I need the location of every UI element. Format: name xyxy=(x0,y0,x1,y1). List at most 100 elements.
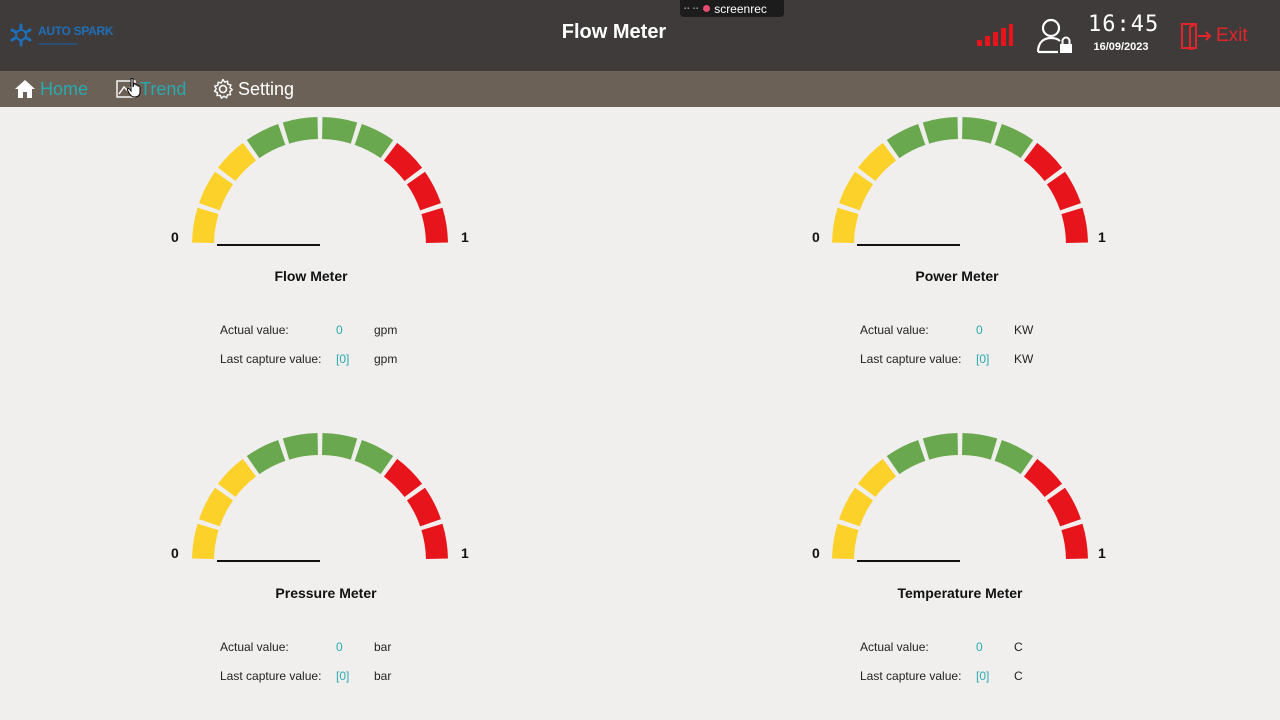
last-capture-row: Last capture value: [0] gpm xyxy=(220,351,420,367)
gauge-min-label: 0 xyxy=(812,229,820,245)
gauge-segment xyxy=(994,440,1034,475)
gauge-max-label: 1 xyxy=(1098,229,1106,245)
gauge-max-label: 1 xyxy=(461,229,469,245)
gauge-segment xyxy=(1046,487,1081,527)
actual-value-unit: C xyxy=(1014,640,1023,654)
gauge-segment xyxy=(839,171,874,211)
last-capture-label: Last capture value: xyxy=(220,352,322,366)
nav-bar: Home Trend Setting xyxy=(0,71,1280,107)
gauge-title: Temperature Meter xyxy=(897,585,1023,601)
gauge-segment xyxy=(857,142,897,182)
gauge-segment xyxy=(832,523,859,559)
actual-value-unit: bar xyxy=(374,640,392,654)
spark-logo-icon xyxy=(10,23,32,47)
gauge-power-meter xyxy=(800,115,1130,246)
gauge-segment xyxy=(839,487,874,527)
clock: 16:45 16/09/2023 xyxy=(1088,12,1160,53)
logo: AUTO SPARK xyxy=(8,22,114,48)
gauge-segment xyxy=(322,117,358,144)
gauge-max-label: 1 xyxy=(461,545,469,561)
logo-tagline-line xyxy=(38,43,78,45)
recorder-grip-icon: ▪▪ ▪▪ xyxy=(684,5,700,12)
exit-button[interactable]: Exit xyxy=(1180,22,1248,50)
gauge-segment xyxy=(421,207,448,243)
gauge-segment xyxy=(994,124,1034,159)
gauge-segment xyxy=(421,523,448,559)
last-capture-value: [0] xyxy=(336,352,350,366)
gauge-min-label: 0 xyxy=(812,545,820,561)
gauge-segment xyxy=(886,440,926,475)
last-capture-label: Last capture value: xyxy=(860,669,962,683)
gauge-segment xyxy=(282,433,318,460)
last-capture-unit: KW xyxy=(1014,352,1034,366)
exit-door-icon xyxy=(1181,23,1212,50)
gauge-segment xyxy=(246,440,286,475)
gauge-dial xyxy=(192,117,448,246)
gauge-segment xyxy=(1023,458,1063,498)
nav-home-label: Home xyxy=(40,78,89,99)
screen-recorder-badge[interactable]: ▪▪ ▪▪ screenrec xyxy=(680,0,784,17)
last-capture-label: Last capture value: xyxy=(860,352,962,366)
last-capture-unit: bar xyxy=(374,669,392,683)
gauge-segment xyxy=(962,433,998,460)
gauge-segment xyxy=(192,207,219,243)
actual-value-label: Actual value: xyxy=(220,323,289,337)
last-capture-row: Last capture value: [0] C xyxy=(860,668,1060,684)
gauge-title: Flow Meter xyxy=(274,268,348,284)
gauge-dial xyxy=(832,433,1088,562)
gauge-segment xyxy=(406,487,441,527)
record-dot-icon xyxy=(703,5,711,12)
gauge-segment xyxy=(246,124,286,159)
nav-item-home[interactable]: Home xyxy=(14,71,88,107)
gauge-title: Power Meter xyxy=(915,268,999,284)
last-capture-value: [0] xyxy=(336,669,350,683)
gauge-segment xyxy=(832,207,859,243)
actual-value-unit: gpm xyxy=(374,323,398,337)
gauge-segment xyxy=(192,523,219,559)
gauge-segment xyxy=(383,458,423,498)
gauge-segment xyxy=(1023,142,1063,182)
user-lock-icon[interactable] xyxy=(1036,18,1074,54)
actual-value-label: Actual value: xyxy=(220,640,289,654)
gauge-segment xyxy=(354,124,394,159)
signal-strength-icon xyxy=(977,24,1013,46)
gauge-max-label: 1 xyxy=(1098,545,1106,561)
actual-value-unit: KW xyxy=(1014,323,1034,337)
last-capture-value: [0] xyxy=(976,352,990,366)
gear-icon xyxy=(213,78,233,99)
gauge-segment xyxy=(383,142,423,182)
gauge-segment xyxy=(199,487,234,527)
gauge-dial xyxy=(192,433,448,562)
last-capture-label: Last capture value: xyxy=(220,669,322,683)
actual-value: 0 xyxy=(336,323,343,337)
gauge-segment xyxy=(886,124,926,159)
actual-value: 0 xyxy=(976,640,983,654)
gauge-segment xyxy=(282,117,318,144)
clock-time: 16:45 xyxy=(1088,12,1160,37)
gauge-segment xyxy=(1061,523,1088,559)
actual-value-label: Actual value: xyxy=(860,640,929,654)
recorder-label: screenrec xyxy=(714,1,767,16)
gauge-dial xyxy=(832,117,1088,246)
gauge-title: Pressure Meter xyxy=(275,585,377,601)
nav-item-setting[interactable]: Setting xyxy=(212,71,294,107)
last-capture-row: Last capture value: [0] bar xyxy=(220,668,420,684)
gauge-min-label: 0 xyxy=(171,229,179,245)
mouse-pointer-icon xyxy=(127,78,141,98)
last-capture-row: Last capture value: [0] KW xyxy=(860,351,1060,367)
gauge-min-label: 0 xyxy=(171,545,179,561)
page-title: Flow Meter xyxy=(561,21,667,43)
gauge-segment xyxy=(217,458,257,498)
last-capture-unit: C xyxy=(1014,669,1023,683)
gauge-segment xyxy=(406,171,441,211)
clock-date: 16/09/2023 xyxy=(1093,41,1149,53)
gauge-segment xyxy=(1061,207,1088,243)
home-icon xyxy=(15,80,35,98)
gauge-segment xyxy=(217,142,257,182)
nav-setting-label: Setting xyxy=(238,78,295,99)
gauge-segment xyxy=(922,433,958,460)
actual-value-row: Actual value: 0 KW xyxy=(860,322,1060,338)
nav-trend-label: Trend xyxy=(140,78,187,99)
actual-value-label: Actual value: xyxy=(860,323,929,337)
gauge-flow-meter xyxy=(160,115,490,246)
